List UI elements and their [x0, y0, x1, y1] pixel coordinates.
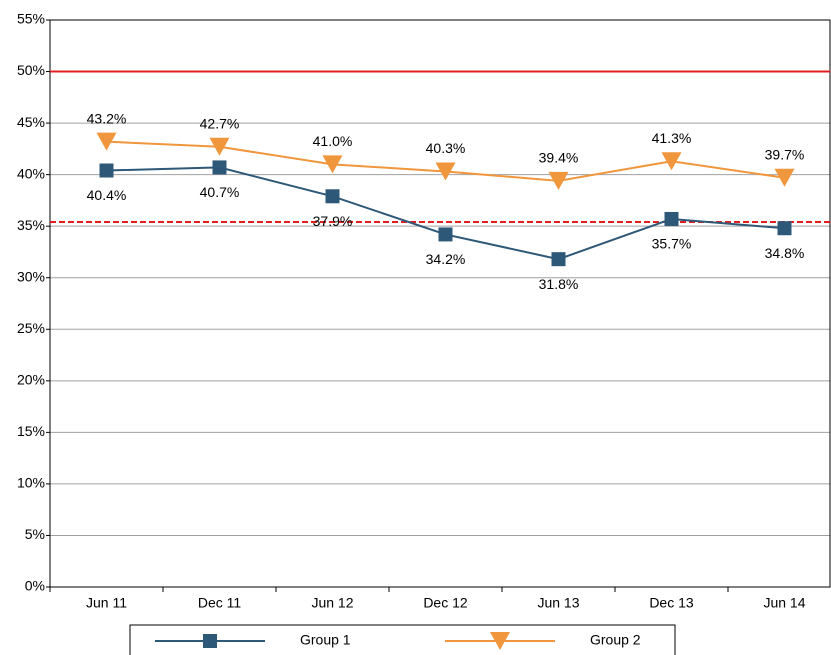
y-tick-label: 45% — [17, 114, 45, 130]
data-point — [661, 152, 682, 171]
value-label: 42.7% — [200, 116, 240, 132]
data-point — [325, 189, 340, 204]
data-point — [664, 211, 679, 226]
x-tick-label: Jun 12 — [311, 595, 353, 611]
data-point — [774, 168, 795, 187]
plot-border — [49, 19, 831, 588]
legend-label: Group 2 — [590, 632, 641, 648]
value-label: 40.3% — [426, 140, 466, 156]
data-point — [322, 155, 343, 174]
data-point — [438, 227, 453, 242]
y-tick-label: 20% — [17, 372, 45, 388]
data-point — [99, 163, 114, 178]
value-label: 34.2% — [426, 251, 466, 267]
data-point — [212, 160, 227, 175]
value-label: 43.2% — [87, 110, 127, 126]
value-label: 40.7% — [200, 184, 240, 200]
value-label: 40.4% — [87, 187, 127, 203]
value-label: 39.4% — [539, 150, 579, 166]
x-tick-label: Dec 11 — [198, 595, 242, 611]
value-label: 41.0% — [313, 133, 353, 149]
y-tick-label: 35% — [17, 217, 45, 233]
data-point — [777, 221, 792, 236]
x-tick-label: Dec 13 — [649, 595, 694, 611]
x-tick-label: Jun 13 — [537, 595, 579, 611]
value-label: 31.8% — [539, 276, 579, 292]
y-tick-label: 55% — [17, 11, 45, 27]
y-tick-label: 25% — [17, 320, 45, 336]
value-label: 35.7% — [652, 236, 692, 252]
data-point — [435, 162, 456, 181]
value-label: 37.9% — [313, 213, 353, 229]
value-label: 34.8% — [765, 245, 805, 261]
data-point — [96, 132, 117, 151]
data-point — [548, 171, 569, 190]
y-tick-label: 40% — [17, 165, 45, 181]
y-tick-label: 10% — [17, 475, 45, 491]
y-tick-label: 0% — [25, 578, 45, 594]
x-tick-label: Dec 12 — [423, 595, 468, 611]
data-point — [551, 252, 566, 267]
legend-marker — [490, 632, 510, 650]
value-label: 41.3% — [652, 130, 692, 146]
value-label: 39.7% — [765, 146, 805, 162]
y-tick-label: 15% — [17, 423, 45, 439]
legend-label: Group 1 — [300, 632, 351, 648]
y-tick-label: 50% — [17, 62, 45, 78]
x-tick-label: Jun 11 — [86, 595, 127, 611]
y-tick-label: 30% — [17, 268, 45, 284]
y-tick-label: 5% — [25, 526, 45, 542]
x-tick-label: Jun 14 — [763, 595, 805, 611]
data-point — [209, 137, 230, 156]
legend-marker — [203, 634, 217, 648]
